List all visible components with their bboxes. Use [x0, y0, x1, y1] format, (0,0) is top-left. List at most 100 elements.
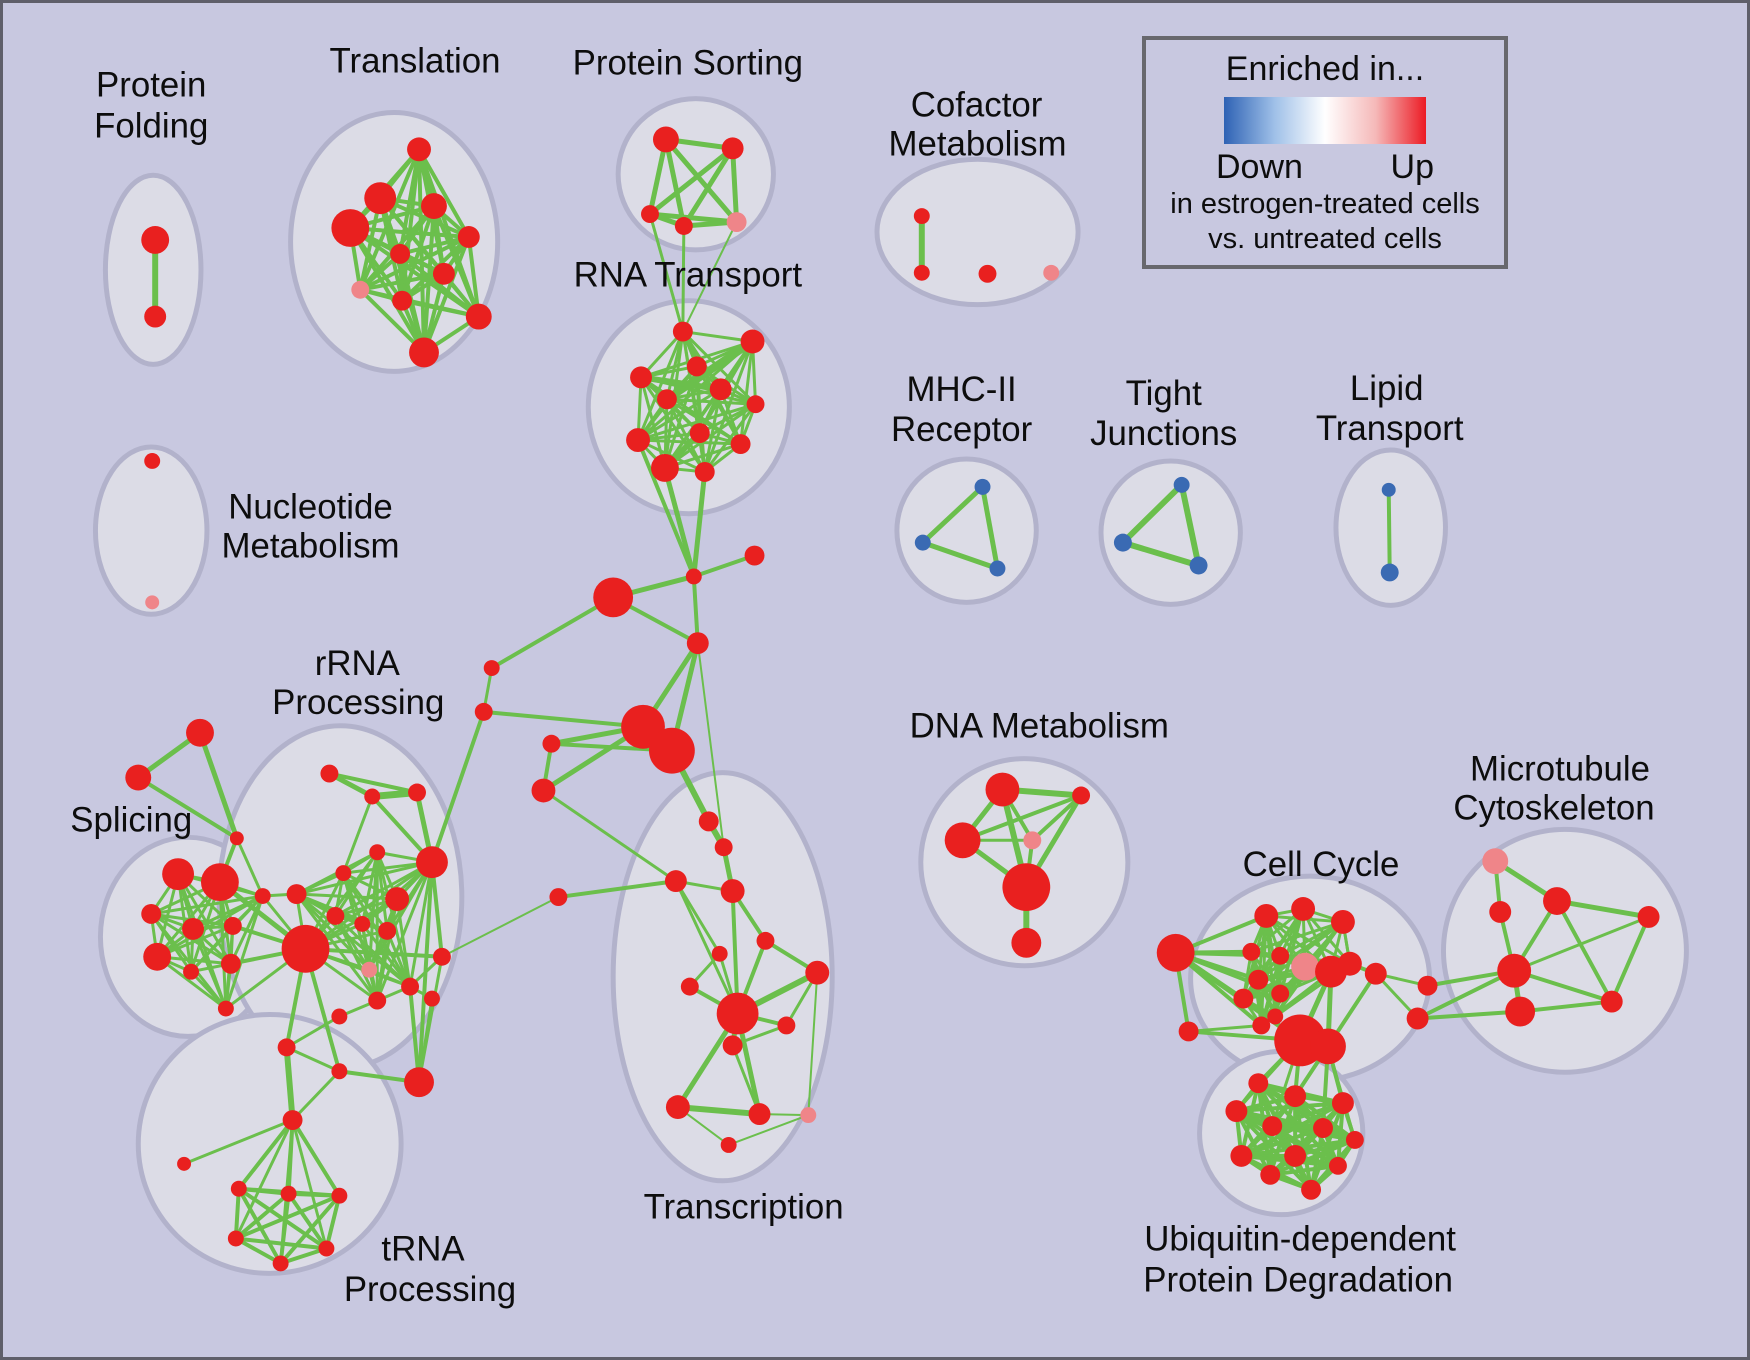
network-edge	[636, 402, 758, 442]
network-node-r9	[730, 434, 751, 455]
network-node-rr11	[286, 884, 307, 905]
network-edge	[691, 553, 757, 579]
network-node-rn2	[474, 702, 493, 721]
network-edge	[1554, 898, 1652, 920]
network-edge	[674, 1104, 763, 1118]
network-node-tr3	[229, 831, 244, 846]
network-node-tr2	[125, 764, 152, 791]
legend-down-label: Down	[1216, 148, 1303, 186]
network-node-cc1	[1254, 904, 1279, 928]
network-edge	[358, 271, 446, 292]
network-node-rr10	[378, 921, 397, 940]
network-node-cc3	[1330, 909, 1355, 934]
network-edge	[236, 1118, 295, 1191]
network-node-tc3	[664, 870, 687, 893]
network-edge	[696, 642, 725, 849]
network-node-m3	[989, 560, 1006, 577]
legend-caption-line2: vs. untreated cells	[1208, 223, 1442, 255]
network-edge	[333, 860, 434, 918]
network-node-tc4	[720, 879, 745, 904]
network-edge	[920, 540, 1000, 571]
network-node-tc2	[714, 838, 733, 857]
network-edge	[286, 1191, 329, 1251]
network-node-cc14	[1310, 1028, 1346, 1065]
network-node-cc17	[1364, 962, 1387, 985]
network-node-tp4	[227, 1230, 244, 1247]
network-node-rr3	[408, 783, 426, 802]
network-edge	[290, 1118, 342, 1198]
network-edge	[295, 860, 434, 896]
network-node-cc9	[1271, 984, 1290, 1003]
cluster-label-cofactor-metabolism-line1: Cofactor	[911, 85, 1043, 124]
network-node-tr1	[186, 718, 214, 747]
network-node-mt5	[1505, 996, 1536, 1027]
network-node-cc6	[1291, 952, 1320, 981]
cluster-label-transcription: Transcription	[644, 1188, 844, 1227]
network-edge	[324, 1193, 342, 1251]
network-node-tc10	[777, 1016, 796, 1035]
network-node-h2	[649, 727, 695, 774]
network-node-t6	[390, 243, 411, 264]
network-edge	[429, 709, 486, 865]
network-edge	[920, 484, 986, 546]
legend-caption-line1: in estrogen-treated cells	[1170, 188, 1480, 220]
network-edge	[636, 387, 723, 442]
network-node-tc1	[698, 811, 719, 832]
network-node-u1	[1248, 1073, 1269, 1094]
network-node-rr21	[404, 1067, 434, 1098]
network-edge	[136, 775, 239, 841]
network-node-rr5	[335, 865, 352, 882]
network-node-mt6	[1637, 905, 1660, 928]
network-node-r10	[626, 428, 650, 453]
cluster-label-trna-processing-line2: Processing	[344, 1270, 516, 1309]
cluster-label-cofactor-metabolism-line2: Metabolism	[889, 124, 1067, 163]
network-edge	[197, 730, 240, 841]
network-edge	[739, 340, 755, 446]
cluster-ellipse-nucleotide-metabolism	[92, 444, 210, 617]
network-edge	[189, 970, 228, 1011]
network-edge	[727, 1114, 810, 1146]
network-node-rr1	[320, 764, 339, 783]
network-node-l2	[1380, 563, 1399, 582]
network-node-m1	[974, 478, 991, 495]
legend-title: Enriched in...	[1225, 50, 1425, 88]
network-edge	[278, 1193, 342, 1266]
network-node-sp3	[141, 904, 162, 924]
cluster-label-rrna-processing-line1: rRNA	[315, 644, 401, 683]
network-edge	[636, 330, 685, 442]
network-edge	[348, 226, 471, 239]
network-node-rr15	[423, 990, 440, 1007]
network-node-d2	[1072, 786, 1091, 805]
network-node-mt3	[1489, 901, 1512, 923]
network-node-j5	[542, 734, 561, 753]
network-edge	[691, 574, 700, 646]
network-edge	[648, 212, 685, 334]
network-node-mt4	[1497, 953, 1532, 988]
network-node-tc11	[722, 1035, 743, 1056]
network-edge	[1554, 899, 1614, 1004]
network-edge	[235, 836, 265, 898]
network-edge	[1030, 793, 1084, 843]
network-edge	[295, 892, 379, 1003]
network-node-tc5	[711, 945, 728, 962]
cluster-label-mhc-ii-receptor-line1: MHC-II	[906, 370, 1016, 409]
network-edge	[1119, 481, 1185, 546]
cluster-label-tight-junctions-line1: Tight	[1126, 374, 1202, 413]
network-node-d3	[944, 822, 981, 859]
network-edge	[1268, 1163, 1340, 1177]
network-edge	[1270, 1101, 1345, 1129]
network-node-sp10	[217, 1000, 234, 1017]
network-node-cc2	[1291, 897, 1316, 921]
cluster-label-lipid-transport-line1: Lipid	[1350, 369, 1424, 408]
network-edge	[278, 1246, 329, 1266]
network-node-tp7	[177, 1156, 192, 1171]
network-node-tp5	[318, 1240, 335, 1257]
network-edge	[1178, 481, 1202, 569]
network-edge	[417, 860, 434, 1085]
cluster-label-protein-folding-line2: Folding	[94, 106, 208, 145]
network-edge	[395, 897, 412, 989]
network-node-r11	[650, 454, 679, 482]
network-edge	[236, 1186, 283, 1266]
network-edge	[1249, 920, 1345, 954]
